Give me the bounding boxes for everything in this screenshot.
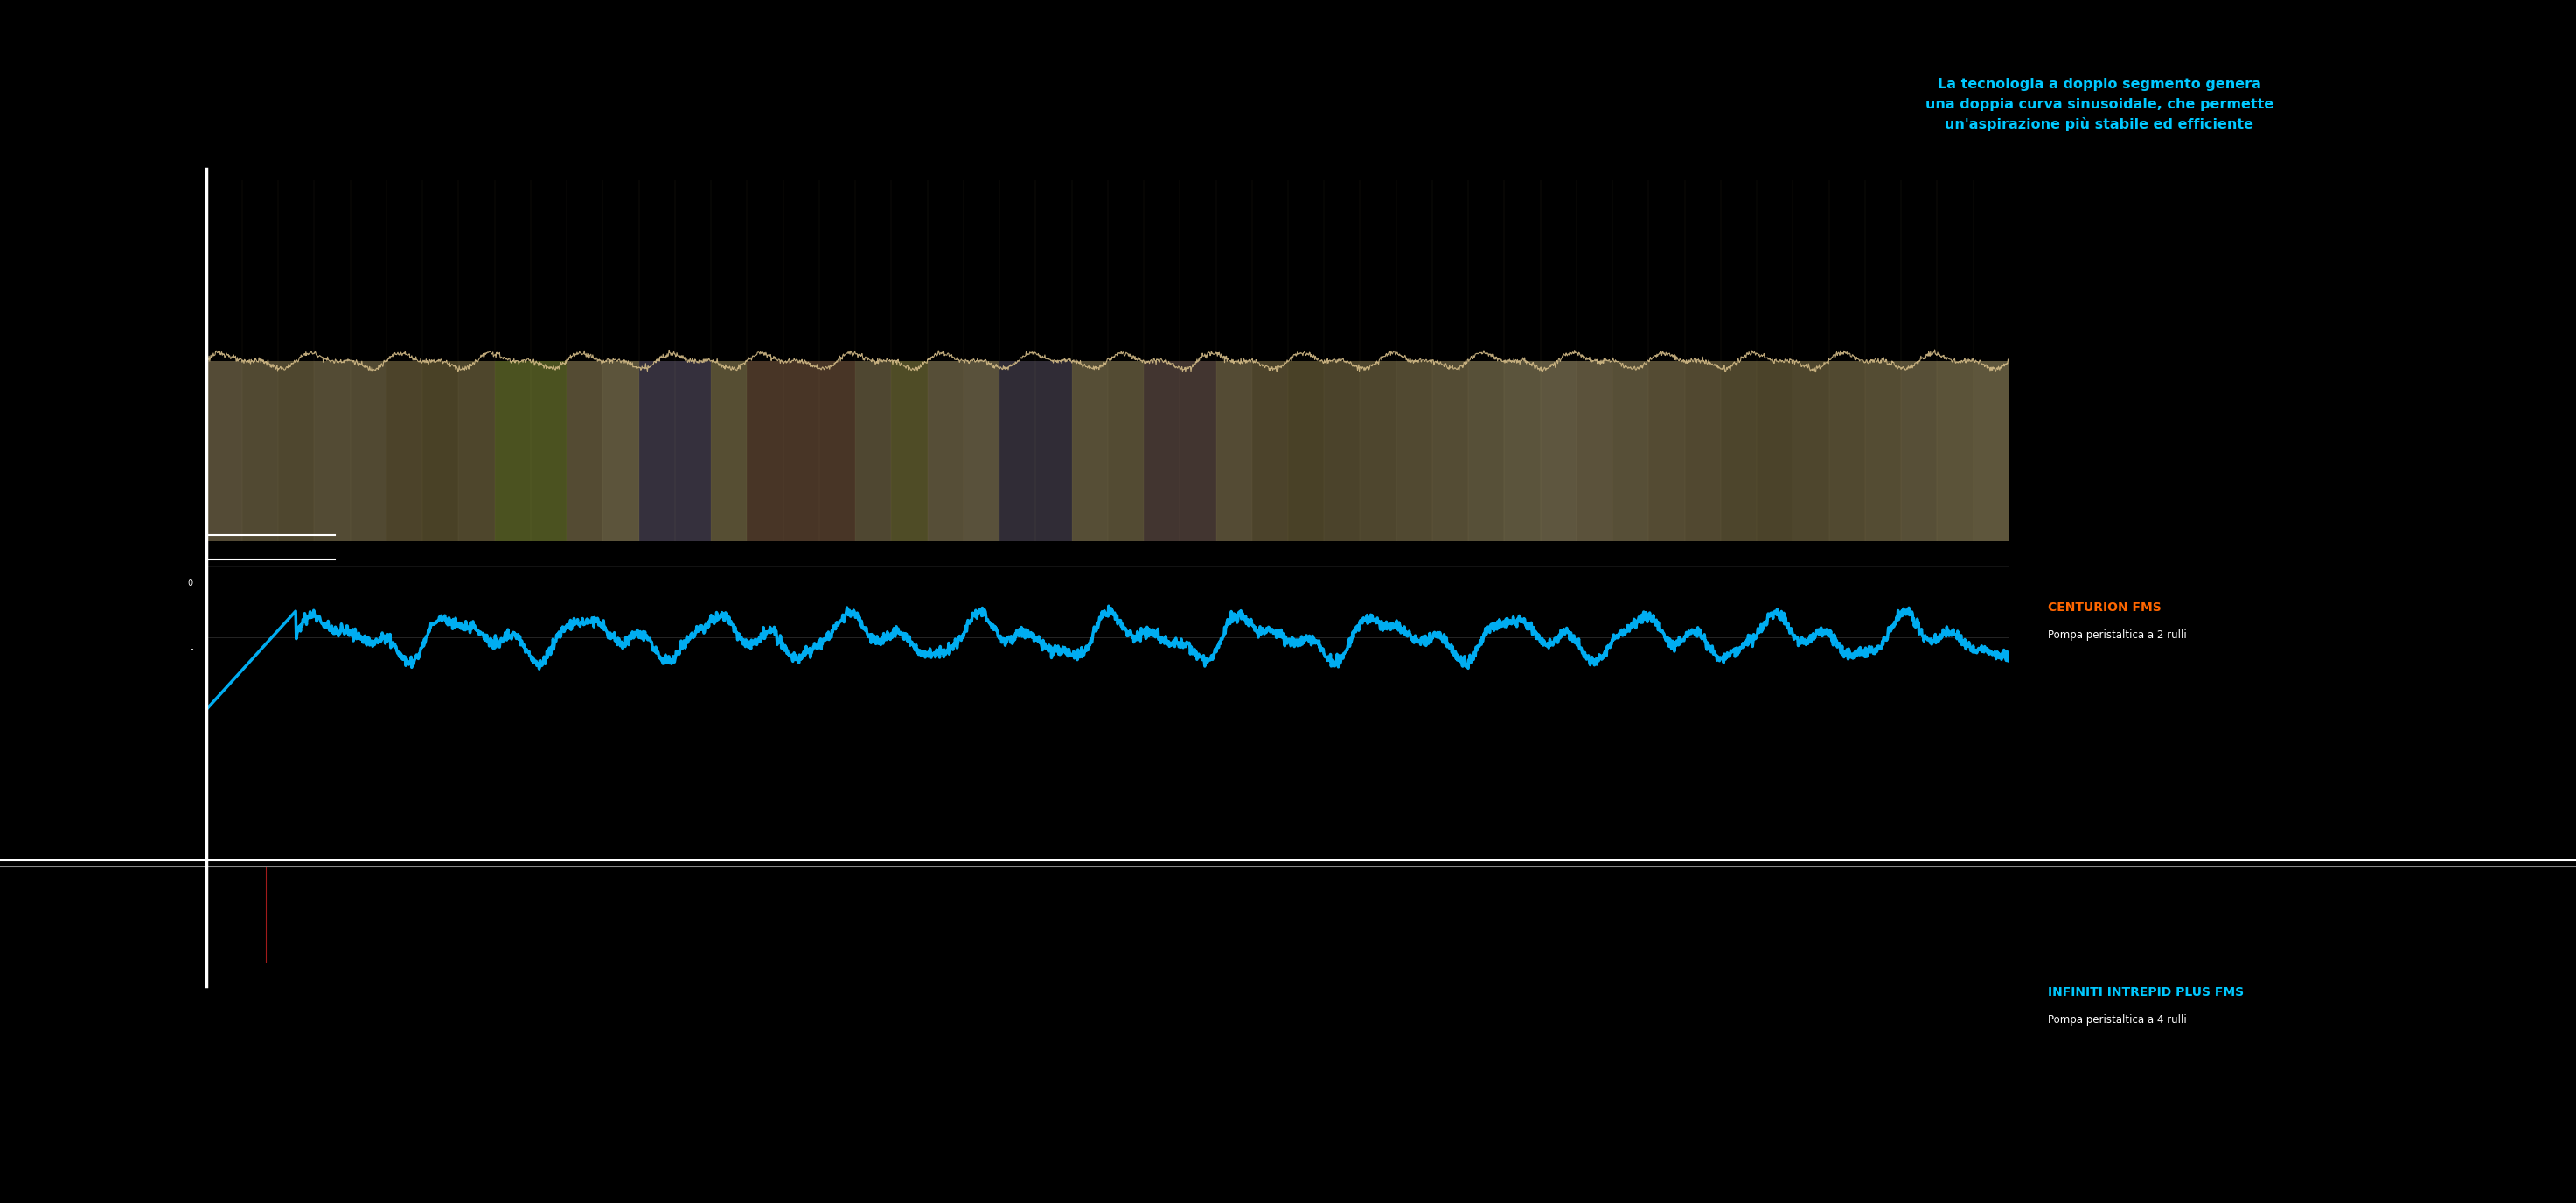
Text: La tecnologia a doppio segmento genera
una doppia curva sinusoidale, che permett: La tecnologia a doppio segmento genera u… <box>1924 78 2275 131</box>
Text: CENTURION FMS: CENTURION FMS <box>2048 602 2161 614</box>
Text: -: - <box>191 644 193 653</box>
Text: Pompa peristaltica a 2 rulli: Pompa peristaltica a 2 rulli <box>2048 629 2187 641</box>
Text: INFINITI INTREPID PLUS FMS: INFINITI INTREPID PLUS FMS <box>2048 986 2244 998</box>
Text: 0: 0 <box>188 579 193 588</box>
Text: Pompa peristaltica a 4 rulli: Pompa peristaltica a 4 rulli <box>2048 1014 2187 1026</box>
